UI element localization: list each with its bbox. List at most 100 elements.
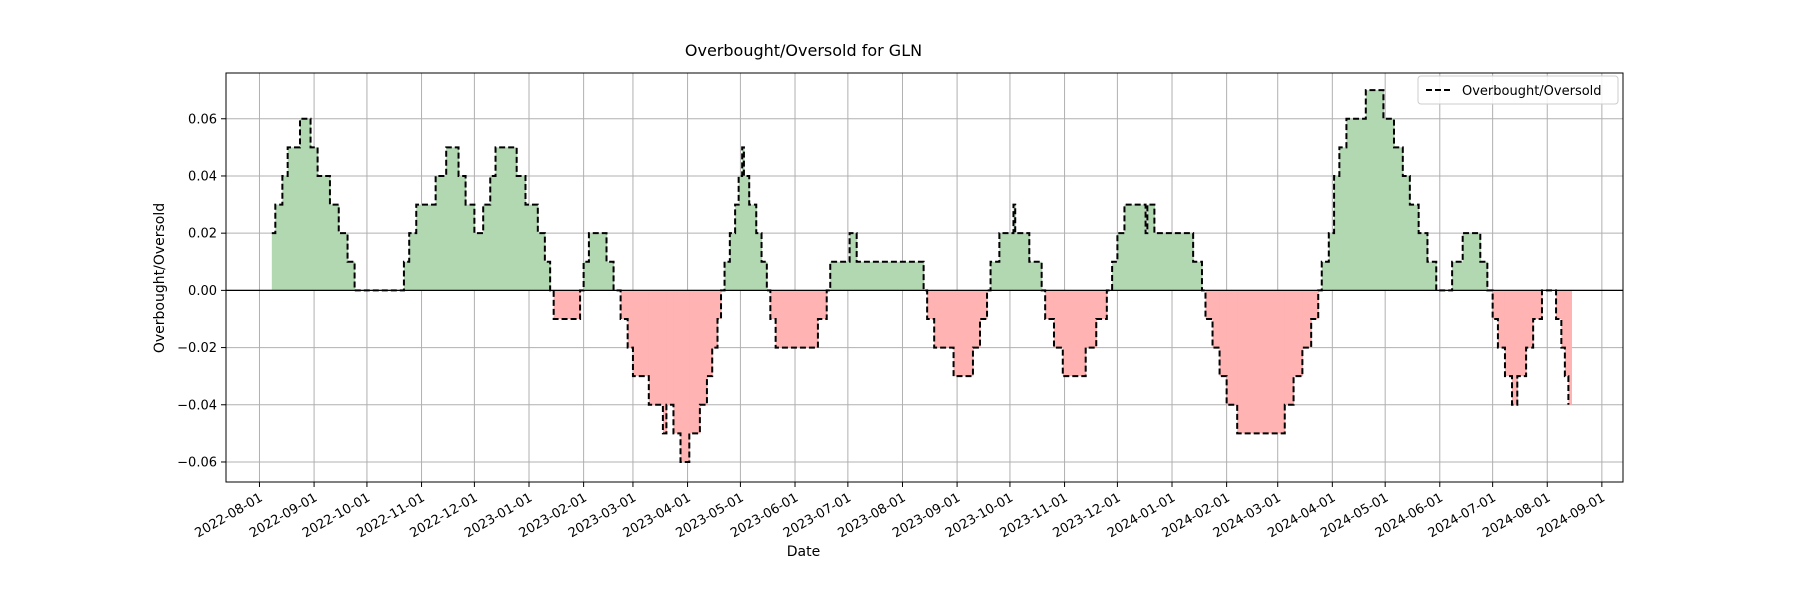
series-line-overbought-oversold: [271, 89, 1570, 463]
overbought-fill-segment: [329, 204, 340, 291]
y-axis-ticks: −0.06 −0.04 −0.02 0.00 0.02 0.04 0.06: [177, 112, 226, 470]
overbought-fill-segment: [1402, 175, 1411, 291]
overbought-fill-segment: [729, 233, 736, 291]
y-tick-label: 0.04: [188, 169, 217, 184]
overbought-fill-segment: [287, 147, 301, 291]
overbought-fill-segment: [537, 233, 546, 291]
oversold-fill-segment: [1311, 290, 1319, 319]
oversold-fill-segment: [770, 290, 777, 319]
overbought-fill-segment: [1015, 233, 1030, 291]
overbought-fill-segment: [338, 233, 349, 291]
overbought-fill-segment: [1117, 233, 1126, 291]
overbought-fill-segment: [761, 261, 768, 291]
overbought-fill-segment: [275, 204, 283, 291]
area-fills: [271, 90, 1572, 462]
overbought-fill-segment: [1145, 233, 1148, 291]
overbought-fill-segment: [446, 147, 460, 291]
overbought-fill-segment: [583, 261, 590, 291]
overbought-fill-segment: [756, 233, 763, 291]
oversold-fill-segment: [712, 290, 719, 348]
oversold-fill-segment: [1517, 290, 1527, 377]
oversold-fill-segment: [1564, 290, 1569, 377]
overbought-fill-segment: [416, 204, 437, 291]
y-tick-label: −0.02: [177, 341, 217, 356]
oversold-fill-segment: [1556, 290, 1562, 319]
oversold-fill-segment: [1492, 290, 1499, 319]
overbought-fill-segment: [743, 175, 750, 291]
overbought-fill-segment: [435, 175, 447, 291]
overbought-fill-segment: [1393, 147, 1404, 291]
overbought-fill-segment: [1124, 204, 1147, 291]
oversold-fill-segment: [1293, 290, 1303, 377]
oversold-fill-segment: [953, 290, 974, 377]
oversold-fill-segment: [1062, 290, 1087, 377]
oversold-fill-segment: [717, 290, 722, 319]
overbought-fill-segment: [490, 175, 497, 291]
overbought-fill-segment: [1029, 261, 1043, 291]
oversold-fill-segment: [1504, 290, 1513, 377]
overbought-fill-segment: [990, 261, 1000, 291]
overbought-fill-segment: [1365, 90, 1385, 291]
legend: Overbought/Oversold: [1417, 75, 1619, 105]
y-tick-label: −0.06: [177, 455, 217, 470]
plot-frame: [225, 72, 1624, 483]
overbought-fill-segment: [606, 261, 615, 291]
oversold-fill-segment: [632, 290, 650, 377]
oversold-fill-segment: [1219, 290, 1228, 377]
overbought-fill-segment: [588, 233, 608, 291]
oversold-fill-segment: [648, 290, 664, 405]
overbought-fill-segment: [1321, 261, 1330, 291]
chart-title: Overbought/Oversold for GLN: [685, 41, 922, 60]
oversold-fill-segment: [1568, 290, 1572, 405]
overbought-fill-segment: [516, 175, 527, 291]
oversold-fill-segment: [817, 290, 828, 319]
overbought-fill-segment: [1154, 233, 1194, 291]
oversold-fill-segment: [1045, 290, 1055, 319]
oversold-fill-segment: [1561, 290, 1566, 348]
y-tick-label: −0.04: [177, 398, 217, 413]
overbought-fill-segment: [749, 204, 757, 291]
oversold-fill-segment: [666, 290, 675, 405]
oversold-fill-segment: [1237, 290, 1286, 434]
oversold-fill-segment: [627, 290, 634, 348]
oversold-fill-segment: [1497, 290, 1506, 348]
overbought-fill-segment: [474, 233, 484, 291]
oversold-fill-segment: [1526, 290, 1534, 348]
overbought-fill-segment: [544, 261, 551, 291]
overbought-fill-segment: [1112, 261, 1119, 291]
oversold-fill-segment: [1512, 290, 1518, 405]
oversold-fill-segment: [979, 290, 988, 319]
oversold-fill-segment: [673, 290, 682, 434]
overbought-fill-segment: [999, 233, 1015, 291]
overbought-fill-segment: [1339, 147, 1348, 291]
overbought-fill-segment: [1346, 118, 1367, 291]
overbought-fill-segment: [403, 261, 410, 291]
overbought-fill-segment: [282, 175, 289, 291]
overbought-fill-segment: [1013, 204, 1016, 291]
oversold-fill-segment: [775, 290, 819, 348]
oversold-fill-segment: [1284, 290, 1295, 405]
overbought-fill-segment: [1147, 204, 1155, 291]
overbought-fill-segment: [849, 233, 858, 291]
overbought-fill-segment: [724, 261, 731, 291]
overbought-fill-segment: [1334, 175, 1340, 291]
overbought-fill-segment: [317, 175, 331, 291]
overbought-fill-segment: [1383, 118, 1395, 291]
overbought-fill-segment: [1193, 261, 1203, 291]
oversold-fill-segment: [972, 290, 981, 348]
y-tick-label: 0.06: [188, 112, 217, 127]
overbought-fill-segment: [409, 233, 417, 291]
overbought-fill-segment: [299, 118, 312, 291]
overbought-fill-segment: [735, 204, 740, 291]
y-tick-label: 0.02: [188, 227, 217, 242]
overbought-fill-segment: [347, 261, 356, 291]
y-axis-label: Overbought/Oversold: [152, 203, 168, 353]
oversold-fill-segment: [1053, 290, 1064, 348]
overbought-fill-segment: [830, 261, 851, 291]
oversold-fill-segment: [1096, 290, 1108, 319]
overbought-fill-segment: [738, 175, 743, 291]
oversold-fill-segment: [689, 290, 701, 434]
overbought-fill-segment: [1328, 233, 1335, 291]
oversold-fill-segment: [699, 290, 708, 405]
